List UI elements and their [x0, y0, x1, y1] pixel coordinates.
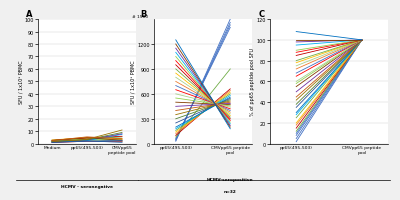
Text: A: A	[26, 10, 33, 19]
Text: HCMV - seronegative: HCMV - seronegative	[61, 184, 113, 188]
Text: C: C	[258, 10, 264, 19]
Y-axis label: % of pp65 peptide pool SFU: % of pp65 peptide pool SFU	[250, 48, 255, 116]
Text: n=32: n=32	[224, 189, 236, 193]
Y-axis label: SFU / 1x10⁵ PBMC: SFU / 1x10⁵ PBMC	[18, 60, 23, 104]
Text: n=16: n=16	[80, 199, 94, 200]
Text: HCMV-seropositive: HCMV-seropositive	[207, 177, 253, 181]
Y-axis label: SFU / 1x10⁵ PBMC: SFU / 1x10⁵ PBMC	[131, 60, 136, 104]
Text: # 1500: # 1500	[132, 15, 148, 19]
Text: B: B	[140, 10, 147, 19]
